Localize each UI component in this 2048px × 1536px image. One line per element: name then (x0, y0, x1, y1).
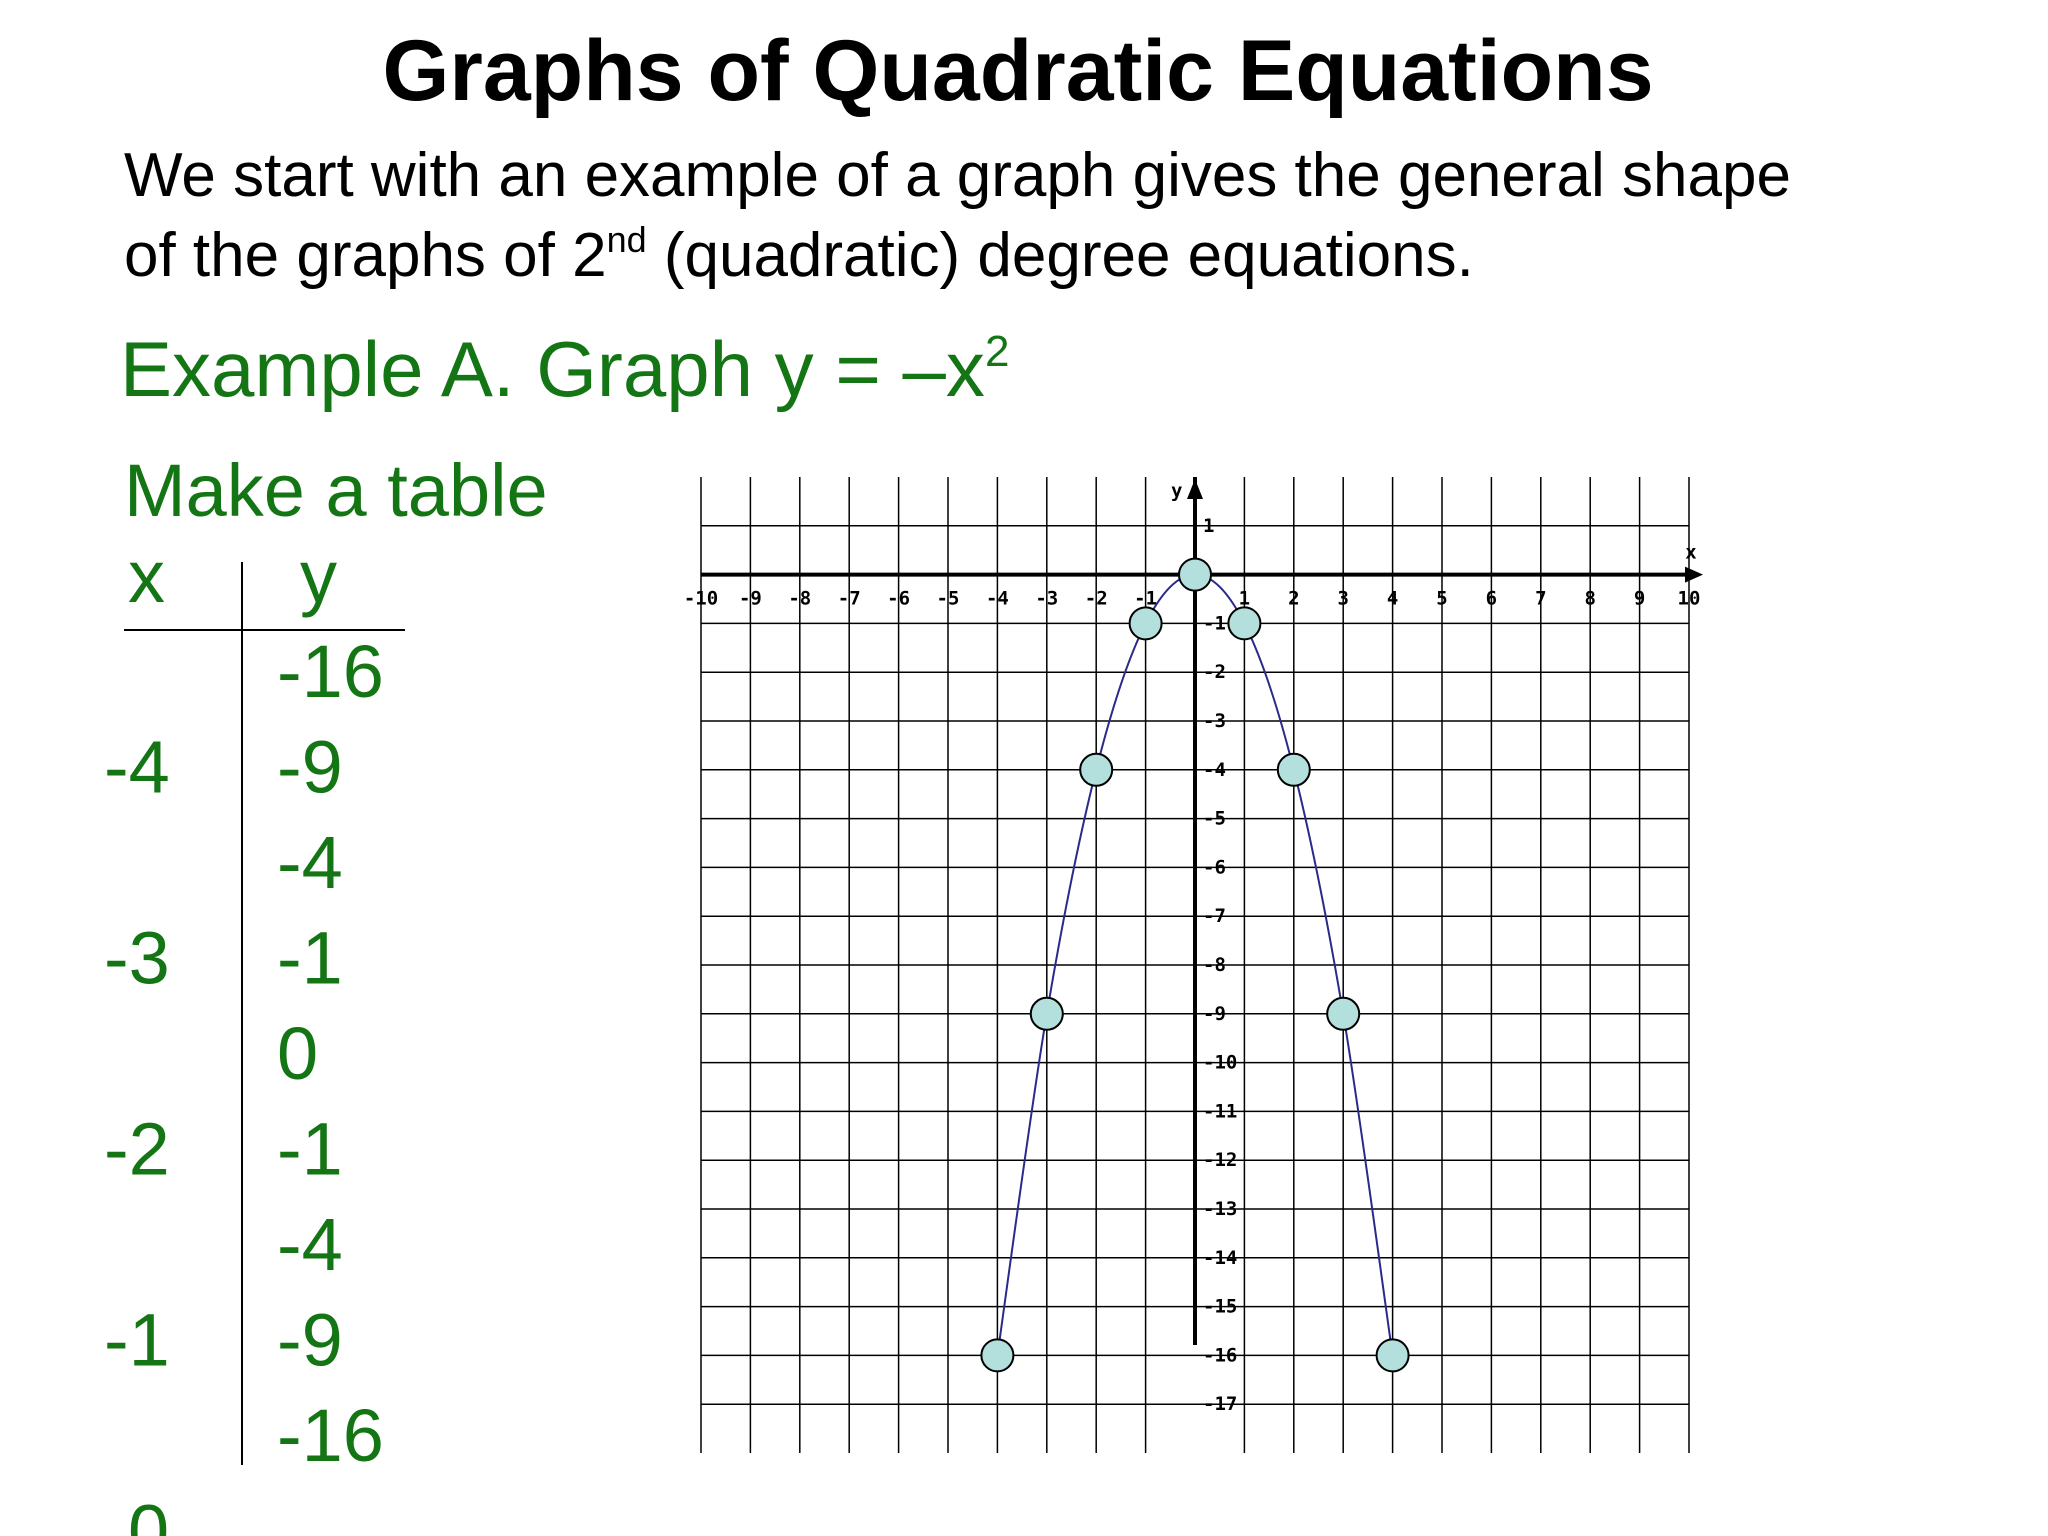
title: Graphs of Quadratic Equations (382, 23, 1653, 119)
arrow (1685, 566, 1703, 583)
y-tick-label: -10 (1203, 1052, 1237, 1074)
table-cell: -9 (277, 726, 343, 809)
table-cell: -16 (277, 630, 384, 713)
table-cell: -4 (277, 821, 343, 904)
x-tick-label: 1 (1239, 588, 1250, 610)
x-tick-label: 3 (1337, 588, 1348, 610)
table-cell: -4 (104, 726, 170, 809)
point (1178, 557, 1212, 592)
x-tick-label: 10 (1678, 588, 1701, 610)
superscript: 2 (985, 327, 1009, 376)
point (1326, 996, 1361, 1031)
y-tick-label: -7 (1203, 905, 1226, 927)
table-cell: -1 (277, 917, 343, 1000)
y-tick-label: -2 (1203, 661, 1226, 683)
point (1079, 752, 1114, 787)
axis-label: y (1171, 480, 1182, 502)
point (1375, 1338, 1410, 1373)
table-cell: -2 (104, 1108, 170, 1191)
point (980, 1338, 1015, 1373)
table-cell: -16 (277, 1394, 384, 1477)
table-caption: Make a table (124, 449, 548, 532)
table-cell: -9 (277, 1299, 343, 1382)
y-tick-label: -5 (1203, 808, 1226, 830)
y-tick-label: -11 (1203, 1100, 1237, 1122)
intro-line: We start with an example of a graph give… (124, 141, 1791, 210)
table-cell: 0 (128, 1490, 169, 1536)
table-header: x (128, 535, 165, 618)
x-tick-label: -2 (1085, 588, 1108, 610)
x-tick-label: -1 (1134, 588, 1157, 610)
x-tick-label: -10 (684, 588, 718, 610)
x-tick-label: -9 (739, 588, 762, 610)
example-heading: Example A. Graph y = –x2 (120, 325, 1009, 413)
y-tick-label: -6 (1203, 856, 1226, 878)
y-tick-label: -8 (1203, 954, 1226, 976)
y-tick-label: -16 (1203, 1344, 1237, 1366)
x-tick-label: 8 (1584, 588, 1595, 610)
y-tick-label: -15 (1203, 1296, 1237, 1318)
text: of the graphs of 2 (124, 221, 607, 290)
table-cell: 0 (277, 1012, 318, 1095)
table-cell: -1 (277, 1108, 343, 1191)
x-tick-label: -7 (838, 588, 861, 610)
arrow (1187, 479, 1203, 499)
table-header: y (300, 535, 337, 618)
x-tick-label: 6 (1486, 588, 1497, 610)
x-tick-label: 2 (1288, 588, 1299, 610)
x-tick-label: -5 (937, 588, 960, 610)
x-tick-label: 4 (1387, 588, 1398, 610)
point (1029, 996, 1064, 1031)
graph: -10 -9 -8 -7 -6 -5 -4 -3 -2 -1 1 2 3 4 5 6 7 8 9 101-1-2-3-… (684, 477, 1703, 1453)
y-tick-label: -12 (1203, 1149, 1237, 1171)
x-tick-label: 5 (1436, 588, 1447, 610)
intro-line: of the graphs of 2nd (quadratic) degree … (124, 219, 1474, 290)
x-tick-label: -4 (986, 588, 1009, 610)
y-tick-label: 1 (1203, 515, 1214, 537)
x-tick-label: -3 (1035, 588, 1058, 610)
superscript: nd (607, 219, 647, 260)
table-cell: -4 (277, 1203, 343, 1286)
text: Example A. Graph y = –x (120, 325, 985, 413)
y-tick-label: -17 (1203, 1393, 1237, 1415)
x-tick-label: -8 (788, 588, 811, 610)
x-tick-label: 9 (1634, 588, 1645, 610)
y-tick-label: -4 (1203, 759, 1226, 781)
point (1227, 606, 1262, 641)
table-cell: -1 (104, 1299, 170, 1382)
y-tick-label: -14 (1203, 1247, 1237, 1269)
point (1276, 752, 1311, 787)
x-tick-label: -6 (887, 588, 910, 610)
x-tick-label: 7 (1535, 588, 1546, 610)
text: (quadratic) degree equations. (647, 221, 1474, 290)
y-tick-label: -1 (1203, 612, 1226, 634)
y-tick-label: -3 (1203, 710, 1226, 732)
axis-label: x (1685, 542, 1696, 564)
y-tick-label: -9 (1203, 1003, 1226, 1025)
point (1128, 606, 1163, 641)
table-cell: -3 (104, 917, 170, 1000)
y-tick-label: -13 (1203, 1198, 1237, 1220)
